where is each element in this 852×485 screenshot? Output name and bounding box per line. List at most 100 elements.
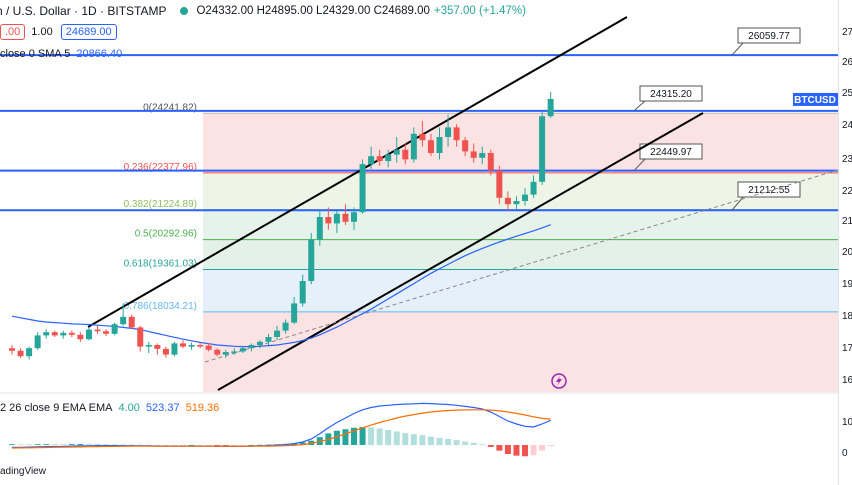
macd-legend[interactable]: 2 26 close 9 EMA EMA 4.00 523.37 519.36 [0, 402, 219, 414]
candle-body [51, 332, 58, 336]
macd-hist-bar [111, 444, 118, 446]
macd-hist-bar [239, 445, 246, 446]
candle-body [479, 153, 486, 158]
price-axis[interactable] [838, 0, 852, 485]
chart-header: n / U.S. Dollar · 1D · BITSTAMP O24332.0… [0, 0, 526, 22]
candle-body [539, 116, 546, 182]
candle-body [333, 213, 340, 224]
macd-hist-bar [333, 430, 340, 445]
buy-price-button[interactable]: 24689.00 [60, 24, 117, 40]
macd-hist-bar [496, 445, 503, 451]
candle-body [470, 151, 477, 158]
macd-hist-bar [453, 440, 460, 445]
channel-upper [87, 16, 628, 328]
quantity-field[interactable]: 1.00 [31, 26, 53, 38]
candle-body [393, 149, 400, 155]
candle-body [188, 345, 195, 347]
fib-label: 0.5(20292.96) [135, 229, 197, 240]
candle-body [162, 348, 169, 355]
macd-hist-bar [205, 445, 212, 446]
macd-hist-bar [43, 444, 50, 445]
macd-hist-bar [34, 444, 41, 446]
sma-legend[interactable]: close 0 SMA 5 20866.40 [0, 48, 122, 60]
candle-body [248, 345, 255, 349]
candle-body [299, 281, 306, 304]
candle-body [137, 327, 144, 347]
candle-body [34, 335, 41, 349]
axis-tick-label: 26 [842, 57, 852, 68]
candle-body [513, 201, 520, 205]
macd-hist-bar [445, 439, 452, 445]
fib-zone [203, 113, 838, 173]
candle-body [427, 140, 434, 153]
price-change: +357.00 (+1.47%) [433, 5, 526, 17]
fib-zone [203, 311, 838, 392]
macd-hist-bar [154, 444, 161, 446]
candle-body [496, 170, 503, 198]
macd-hist-bar [487, 445, 494, 447]
level-callout [731, 41, 745, 56]
level-callout [633, 99, 647, 112]
macd-hist-bar [504, 445, 511, 454]
macd-hist-bar [51, 444, 58, 445]
fib-zone [203, 172, 838, 210]
candle-body [256, 341, 263, 345]
candle-body [68, 332, 75, 335]
candle-body [26, 348, 33, 357]
level-callout [633, 157, 647, 171]
candle-body [376, 156, 383, 161]
fib-label: 0.382(21224.89) [124, 199, 197, 210]
candle-body [436, 137, 443, 153]
candle-body [402, 149, 409, 160]
axis-tick-label: 16 [842, 375, 852, 386]
ohlc-values: O24332.00 H24895.00 L24329.00 C24689.00 [196, 5, 430, 17]
macd-hist-bar [522, 445, 528, 457]
candle-body [111, 324, 118, 334]
macd-hist-bar [436, 438, 443, 445]
candle-body [128, 316, 135, 328]
candle-body [547, 98, 554, 117]
candle-body [180, 343, 186, 347]
channel-lower [217, 112, 704, 391]
macd-hist-bar [376, 428, 383, 445]
macd-hist-bar [427, 436, 434, 445]
fib-label: 0.786(18034.21) [124, 301, 197, 312]
level-box [737, 27, 801, 44]
macd-signal-line [11, 409, 551, 449]
fib-zone [203, 239, 838, 270]
symbol-title[interactable]: n / U.S. Dollar · 1D · BITSTAMP [0, 4, 167, 18]
macd-hist-bar [513, 445, 520, 456]
macd-hist-bar [214, 445, 221, 446]
candle-body [197, 345, 204, 347]
macd-hist-bar [342, 429, 349, 445]
macd-hist-bar [120, 444, 127, 446]
candle-body [120, 316, 127, 325]
macd-hist-bar [17, 444, 24, 446]
macd-hist-bar [479, 444, 486, 446]
candle-body [214, 349, 221, 355]
macd-hist-bar [171, 445, 178, 446]
candle-body [145, 345, 152, 347]
macd-hist-bar [530, 445, 537, 456]
macd-hist-bar [539, 445, 546, 451]
axis-tick-label: 0 [842, 448, 848, 459]
candle-body [308, 239, 315, 281]
fib-label: 0.236(22377.96) [124, 162, 197, 173]
candle-body [445, 127, 452, 137]
macd-hist-bar [9, 444, 15, 446]
candle-body [342, 213, 349, 222]
candle-body [282, 322, 289, 331]
candle-body [462, 140, 469, 152]
level-label: 26059.77 [748, 31, 790, 42]
macd-hist-bar [462, 441, 469, 445]
sell-price-button[interactable]: .00 [0, 24, 26, 40]
alert-icon [551, 373, 567, 389]
sma-value: 20866.40 [76, 48, 123, 60]
axis-tick-label: 21 [842, 216, 852, 227]
macd-hist-bar [359, 427, 366, 445]
macd-label: 2 26 close 9 EMA EMA [0, 402, 113, 414]
axis-tick-label: 17 [842, 343, 852, 354]
ma-line [11, 224, 551, 348]
trend-dashed [204, 169, 839, 363]
